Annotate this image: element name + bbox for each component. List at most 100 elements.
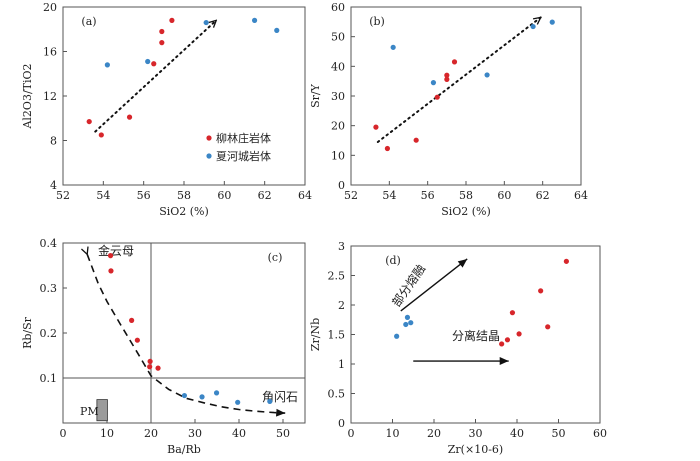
liulinzhuang-point bbox=[545, 324, 551, 330]
liulinzhuang-point bbox=[451, 59, 458, 65]
panel-b: 52 54 56 58 60 62 64 0 10 20 30 40 50 60 SiO2 (%) Sr/Y (… bbox=[309, 1, 588, 218]
xiahecheng-point bbox=[213, 390, 220, 396]
y-tick-label: 0.2 bbox=[40, 327, 58, 340]
y-tick-label: 1 bbox=[338, 358, 345, 371]
y-tick-label: 10 bbox=[331, 149, 345, 162]
x-tick-label: 62 bbox=[258, 189, 272, 202]
x-tick-label: 20 bbox=[144, 427, 158, 440]
x-tick-label: 10 bbox=[100, 427, 114, 440]
x-tick-label: 0 bbox=[348, 427, 355, 440]
x-tick-label: 60 bbox=[217, 189, 231, 202]
xiahecheng-point bbox=[403, 321, 409, 328]
legend-label-xiahecheng: 夏河城岩体 bbox=[216, 149, 271, 163]
x-tick-label: 62 bbox=[536, 189, 550, 202]
liulinzhuang-point bbox=[563, 258, 569, 264]
xiahecheng-point bbox=[404, 314, 411, 320]
xiahecheng-point bbox=[145, 58, 151, 65]
liulinzhuang-point bbox=[373, 124, 379, 130]
trend-arrow bbox=[94, 19, 216, 133]
x-tick-label: 64 bbox=[298, 189, 312, 202]
liulinzhuang-point bbox=[538, 288, 544, 294]
y-tick-label: 20 bbox=[331, 120, 345, 133]
y-axis-label: Zr/Nb bbox=[309, 318, 322, 351]
y-tick-label: 3 bbox=[338, 240, 345, 253]
x-axis-label: Ba/Rb bbox=[167, 443, 201, 456]
panel-label: (d) bbox=[385, 254, 401, 267]
x-tick-label: 40 bbox=[510, 427, 524, 440]
liulinzhuang-point bbox=[413, 137, 419, 143]
x-tick-label: 0 bbox=[60, 427, 67, 440]
liulinzhuang-point bbox=[134, 337, 140, 343]
panel-label: (b) bbox=[369, 15, 385, 28]
liulinzhuang-point bbox=[155, 365, 161, 371]
x-axis-label: SiO2 (%) bbox=[159, 205, 209, 218]
x-tick-label: 64 bbox=[574, 189, 588, 202]
y-axis-label: Rb/Sr bbox=[21, 316, 34, 349]
pm-label: PM bbox=[80, 405, 99, 418]
liulinzhuang-point bbox=[384, 145, 391, 152]
panel-label: (a) bbox=[81, 15, 96, 28]
xiahecheng-point bbox=[267, 398, 273, 404]
y-tick-label: 0.3 bbox=[40, 282, 58, 295]
phlogopite-label: 金云母 bbox=[98, 243, 134, 258]
liulinzhuang-point bbox=[159, 28, 165, 35]
x-tick-label: 54 bbox=[96, 189, 110, 202]
xiahecheng-point bbox=[549, 19, 555, 25]
x-tick-label: 50 bbox=[276, 427, 290, 440]
y-tick-label: 0.1 bbox=[40, 372, 58, 385]
liulinzhuang-point bbox=[129, 317, 135, 323]
liulinzhuang-point bbox=[504, 337, 511, 343]
y-tick-label: 0 bbox=[338, 417, 345, 430]
xiahecheng-point bbox=[199, 394, 205, 400]
x-tick-label: 58 bbox=[459, 189, 473, 202]
y-tick-label: 0.5 bbox=[328, 388, 346, 401]
x-tick-label: 54 bbox=[382, 189, 396, 202]
liulinzhuang-point bbox=[509, 310, 516, 316]
legend-label-liulinzhuang: 柳林庄岩体 bbox=[216, 131, 271, 145]
panel-d: 0 10 20 30 40 50 60 0 0.5 1 1.5 2 2.5 3 Zr(×10-6) Zr/Nb… bbox=[309, 240, 607, 456]
trend-curve bbox=[87, 254, 286, 413]
x-tick-label: 52 bbox=[56, 189, 70, 202]
panel-label: (c) bbox=[268, 251, 283, 264]
xiahecheng-point bbox=[408, 320, 414, 326]
plot-frame bbox=[350, 6, 582, 186]
y-tick-label: 4 bbox=[50, 179, 57, 192]
y-tick-label: 30 bbox=[331, 90, 345, 103]
partial-melting-label: 部分熔融 bbox=[388, 261, 428, 309]
y-tick-label: 50 bbox=[331, 31, 345, 44]
partial-melting-arrow bbox=[400, 258, 468, 312]
liulinzhuang-point bbox=[159, 40, 165, 46]
y-axis-label: Al2O3/TiO2 bbox=[21, 63, 34, 129]
x-tick-label: 56 bbox=[137, 189, 151, 202]
x-tick-label: 52 bbox=[344, 189, 358, 202]
liulinzhuang-point bbox=[126, 114, 133, 120]
xiahecheng-point bbox=[394, 333, 400, 339]
liulinzhuang-point bbox=[516, 331, 522, 337]
x-tick-label: 30 bbox=[188, 427, 202, 440]
liulinzhuang-point bbox=[98, 132, 104, 138]
xiahecheng-point bbox=[430, 80, 437, 86]
y-tick-label: 2.5 bbox=[328, 270, 346, 283]
y-tick-label: 40 bbox=[331, 60, 345, 73]
x-tick-label: 10 bbox=[386, 427, 400, 440]
liulinzhuang-point bbox=[151, 61, 157, 67]
y-tick-label: 60 bbox=[331, 1, 345, 14]
x-tick-label: 58 bbox=[177, 189, 191, 202]
legend-marker-liulinzhuang bbox=[206, 135, 212, 141]
liulinzhuang-point bbox=[444, 76, 450, 82]
liulinzhuang-point bbox=[86, 118, 92, 125]
y-tick-label: 1.5 bbox=[328, 329, 346, 342]
x-tick-label: 60 bbox=[497, 189, 511, 202]
x-tick-label: 60 bbox=[593, 427, 607, 440]
x-tick-label: 50 bbox=[552, 427, 566, 440]
y-axis-label: Sr/Y bbox=[309, 83, 322, 108]
liulinzhuang-point bbox=[499, 341, 505, 347]
panel-a: 52 54 56 58 60 62 64 4 8 12 16 20 SiO2 (%) Al2O3/TiO2… bbox=[21, 1, 312, 218]
pm-box bbox=[96, 399, 108, 422]
y-tick-label: 0.4 bbox=[40, 237, 58, 250]
y-tick-label: 0 bbox=[338, 179, 345, 192]
x-tick-label: 56 bbox=[421, 189, 435, 202]
y-tick-label: 20 bbox=[43, 1, 57, 14]
trend-arrow bbox=[376, 16, 541, 143]
